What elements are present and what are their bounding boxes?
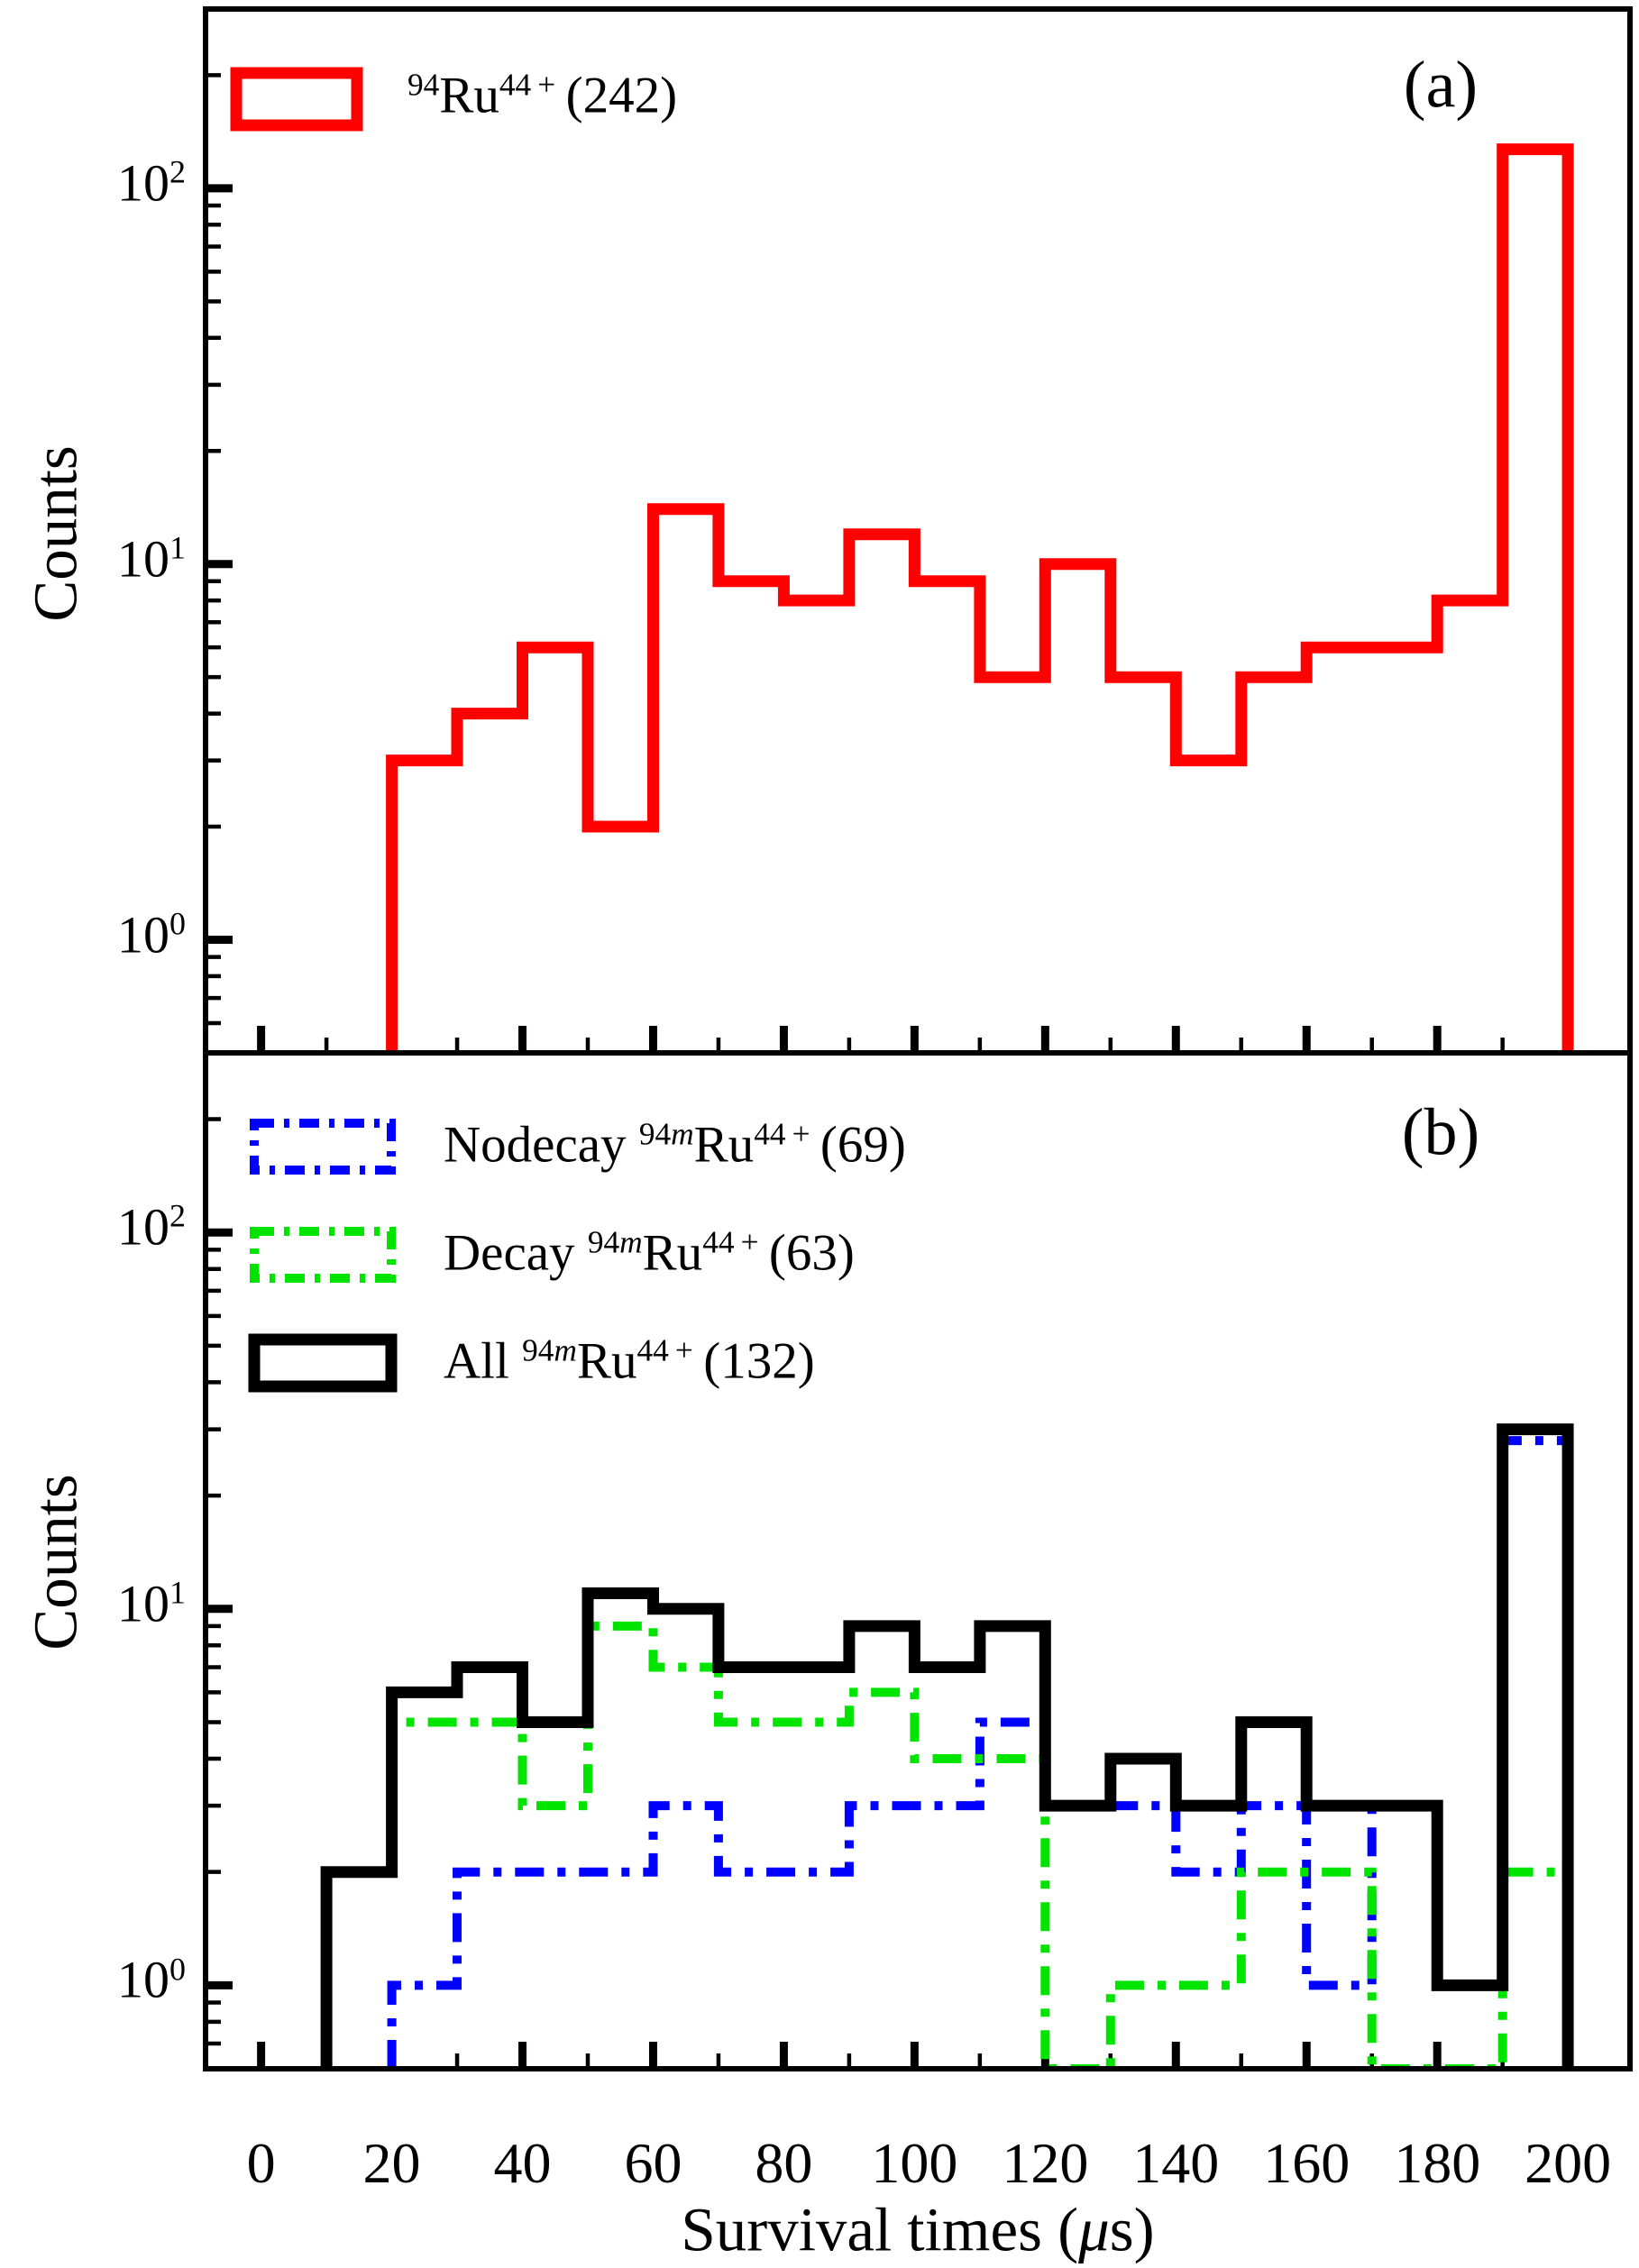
x-tick-label-120: 120 [1002, 2131, 1089, 2195]
legend-swatch-all [248, 1333, 398, 1393]
legend-label-all: All 94mRu44 + (132) [444, 1332, 815, 1390]
x-axis-label: Survival times (μs) [681, 2195, 1155, 2264]
legend-swatch-decay [250, 1227, 396, 1283]
legend-label-nodecay: Nodecay 94mRu44 + (69) [444, 1116, 906, 1174]
y-tick-label-a-1e2: 102 [117, 153, 186, 213]
legend-swatch-nodecay [250, 1119, 396, 1175]
panel-b-ylabel: Counts [21, 1474, 90, 1651]
y-tick-label-a-1e0: 100 [117, 905, 186, 965]
x-tick-label-60: 60 [624, 2131, 682, 2195]
x-tick-label-180: 180 [1394, 2131, 1481, 2195]
x-tick-label-0: 0 [246, 2131, 276, 2195]
panel-b-axes [203, 1050, 1633, 2071]
panel-b-tag: (b) [1401, 1095, 1480, 1170]
series-all [320, 1423, 1574, 2066]
y-tick-label-a-1e1: 101 [117, 529, 186, 589]
series-decay [322, 1621, 1573, 2066]
x-tick-label-160: 160 [1263, 2131, 1351, 2195]
legend-swatch-ru94 [230, 67, 363, 132]
x-tick-label-20: 20 [362, 2131, 421, 2195]
panel-a-tag: (a) [1403, 48, 1479, 123]
x-tick-label-200: 200 [1525, 2131, 1612, 2195]
y-tick-label-b-1e1: 101 [117, 1574, 186, 1633]
x-tick-label-100: 100 [871, 2131, 958, 2195]
y-tick-label-b-1e0: 100 [117, 1950, 186, 2009]
x-tick-label-40: 40 [493, 2131, 552, 2195]
y-tick-label-b-1e2: 102 [117, 1197, 186, 1257]
legend-label-ru94: 94Ru44 + (242) [407, 67, 678, 124]
x-tick-label-140: 140 [1132, 2131, 1220, 2195]
series-ru94 [386, 143, 1574, 1050]
panel-b-frame [203, 1050, 1633, 2071]
legend-label-decay: Decay 94mRu44 + (63) [444, 1224, 855, 1282]
panel-a-ylabel: Counts [21, 445, 90, 622]
x-tick-label-80: 80 [755, 2131, 813, 2195]
